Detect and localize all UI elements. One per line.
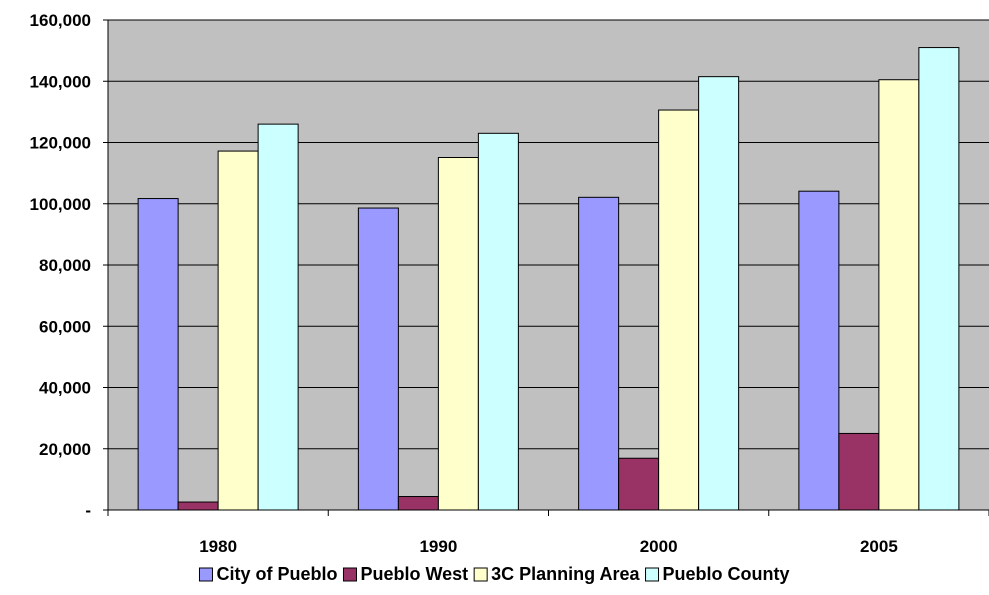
x-tick-label: 1990	[419, 537, 457, 556]
legend: City of Pueblo Pueblo West 3C Planning Are…	[198, 564, 790, 584]
x-tick-label: 2000	[640, 537, 678, 556]
bar-pueblo-county-1980	[257, 123, 299, 511]
legend-label: Pueblo County	[663, 564, 790, 584]
x-tick-label: 1980	[199, 537, 237, 556]
bars	[137, 47, 960, 511]
bar-pueblo-county-1990	[477, 132, 519, 511]
legend-swatch	[342, 567, 357, 582]
legend-swatch	[645, 567, 660, 582]
x-tick-label: 2005	[860, 537, 898, 556]
y-tick-label: 40,000	[39, 379, 91, 398]
bar-3c-planning-area-2005	[878, 79, 920, 511]
bar-city-of-pueblo-1990	[357, 207, 399, 511]
y-tick-label: 100,000	[30, 195, 91, 214]
bar-city-of-pueblo-2000	[578, 196, 620, 511]
legend-swatch	[473, 567, 488, 582]
bar-3c-planning-area-1980	[217, 150, 259, 511]
y-tick-label: -	[85, 501, 91, 520]
y-tick-label: 160,000	[30, 11, 91, 30]
bar-city-of-pueblo-2005	[798, 190, 840, 511]
bar-pueblo-west-1990	[397, 496, 439, 511]
bar-pueblo-west-2000	[618, 457, 660, 511]
bar-3c-planning-area-2000	[658, 109, 700, 511]
legend-label: Pueblo West	[360, 564, 468, 584]
y-axis: - 20,000 40,000 60,000 80,000 100,000 120,000 1…	[30, 11, 109, 520]
x-axis: 1980 1990 2000 2005	[107, 509, 989, 556]
y-tick-label: 140,000	[30, 72, 91, 91]
bar-pueblo-west-2005	[838, 432, 880, 511]
bar-city-of-pueblo-1980	[137, 198, 179, 511]
legend-label: 3C Planning Area	[491, 564, 640, 584]
bar-pueblo-county-2000	[698, 76, 740, 511]
bar-pueblo-county-2005	[918, 47, 960, 511]
y-tick-label: 80,000	[39, 256, 91, 275]
y-tick-label: 20,000	[39, 440, 91, 459]
y-tick-label: 60,000	[39, 317, 91, 336]
bar-pueblo-west-1980	[177, 501, 219, 511]
y-tick-label: 120,000	[30, 134, 91, 153]
legend-swatch	[198, 567, 213, 582]
legend-label: City of Pueblo	[216, 564, 337, 584]
bar-3c-planning-area-1990	[437, 157, 479, 511]
